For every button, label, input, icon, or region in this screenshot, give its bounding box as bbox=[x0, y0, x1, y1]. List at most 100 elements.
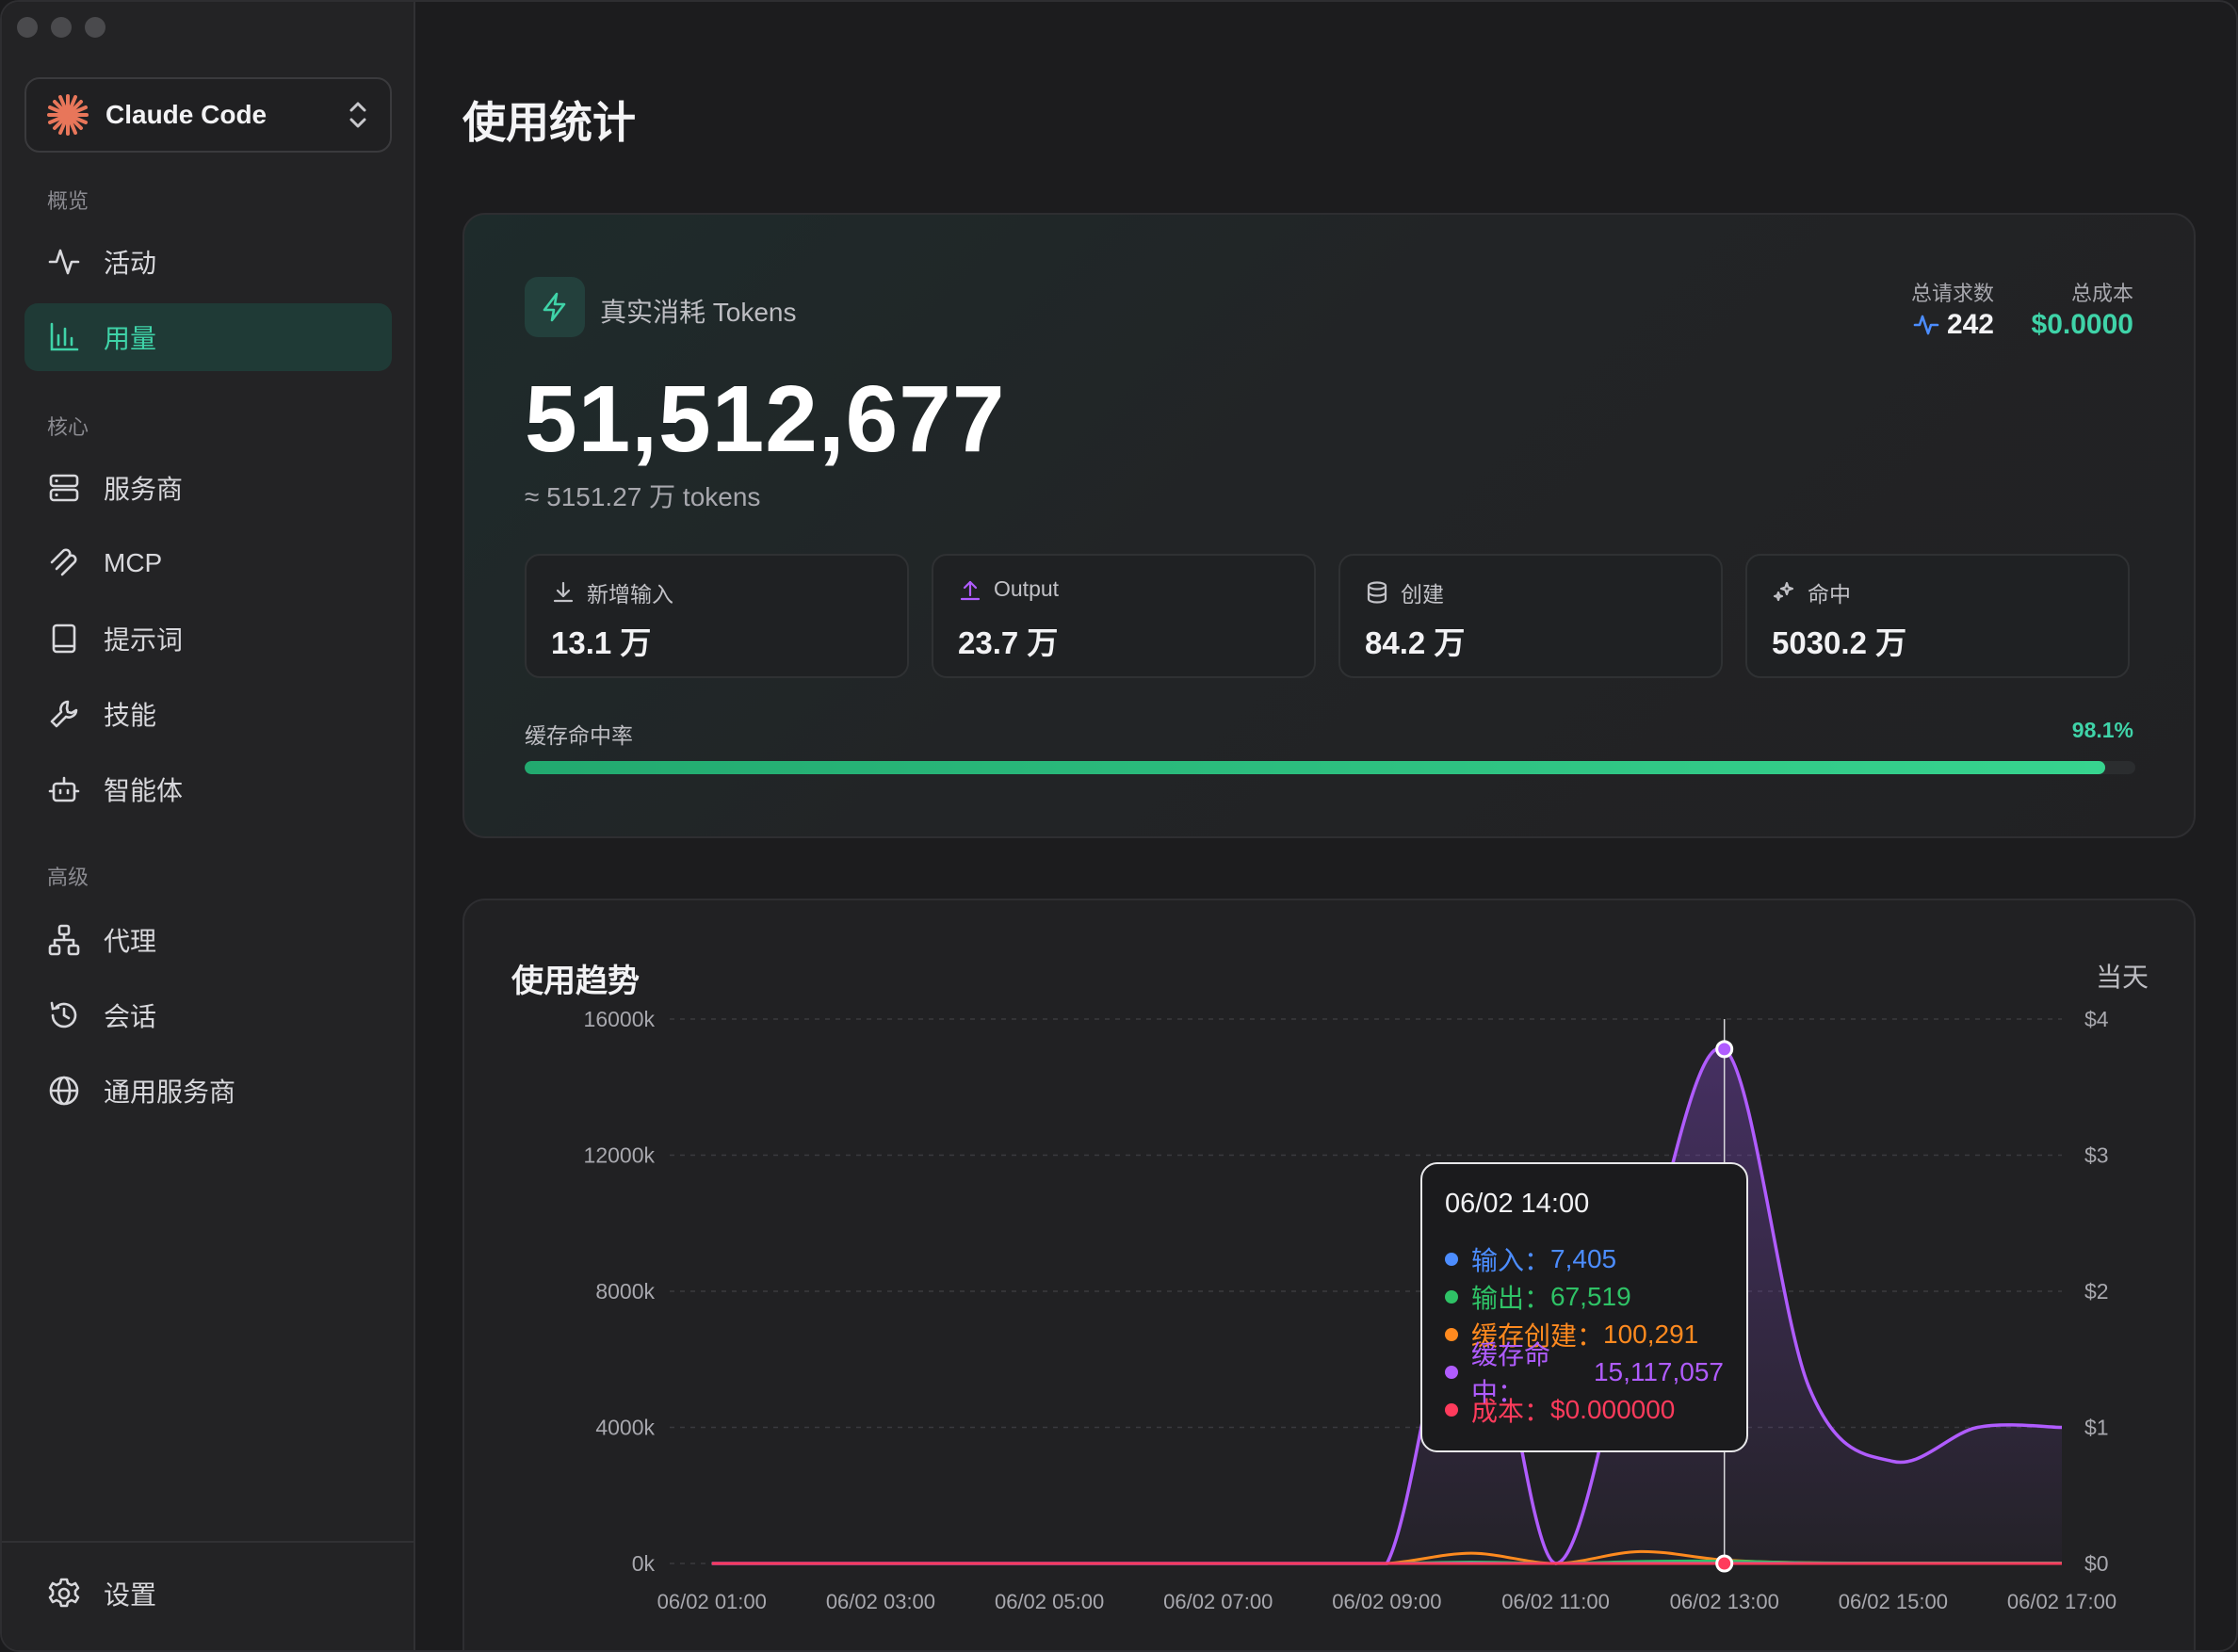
sidebar-item-label: 设置 bbox=[104, 1580, 157, 1610]
metric-label: 创建 bbox=[1401, 582, 1444, 607]
group-label-core: 核心 bbox=[47, 415, 89, 439]
metric-label: Output bbox=[994, 576, 1060, 601]
sidebar-item-prompts[interactable]: 提示词 bbox=[24, 605, 392, 672]
x-tick-label: 06/02 13:00 bbox=[1670, 1590, 1779, 1613]
sidebar-item-providers[interactable]: 服务商 bbox=[24, 454, 392, 522]
hit-rate-value: 98.1% bbox=[2071, 718, 2133, 742]
group-label-overview: 概览 bbox=[47, 189, 89, 213]
x-tick-label: 06/02 09:00 bbox=[1332, 1590, 1441, 1613]
trend-title: 使用趋势 bbox=[511, 964, 640, 999]
metric-value: 13.1 万 bbox=[551, 625, 652, 660]
claude-logo-icon bbox=[47, 94, 89, 136]
metric-label: 命中 bbox=[1808, 582, 1851, 607]
cost-label: 总成本 bbox=[2070, 282, 2133, 305]
token-label: 真实消耗 Tokens bbox=[600, 298, 797, 327]
token-badge bbox=[525, 277, 585, 337]
globe-icon bbox=[49, 1076, 79, 1106]
server-icon bbox=[49, 474, 79, 502]
activity-icon bbox=[48, 249, 80, 275]
sidebar-item-label: 会话 bbox=[104, 1002, 157, 1031]
approx-tokens: ≈ 5151.27 万 tokens bbox=[525, 482, 761, 511]
sidebar-item-settings[interactable]: 设置 bbox=[24, 1560, 392, 1628]
x-tick-label: 06/02 17:00 bbox=[2007, 1590, 2116, 1613]
sidebar-item-sessions[interactable]: 会话 bbox=[24, 981, 392, 1049]
hit-rate-bar-fill bbox=[525, 761, 2105, 774]
requests-value-group: 242 bbox=[1913, 309, 1994, 341]
sidebar-item-label: 技能 bbox=[104, 701, 157, 730]
sidebar-footer: 设置 bbox=[2, 1541, 414, 1650]
minimize-window-button[interactable] bbox=[51, 17, 72, 38]
y-tick-label: 0k bbox=[632, 1551, 656, 1576]
metric-output: Output 23.7 万 bbox=[932, 554, 1316, 678]
tooltip-row-value: 67,519 bbox=[1550, 1282, 1631, 1311]
hover-point bbox=[1715, 1040, 1734, 1059]
tooltip-row: 成本： $0.000000 bbox=[1445, 1391, 1724, 1429]
upload-icon bbox=[960, 580, 981, 600]
tooltip-title: 06/02 14:00 bbox=[1445, 1189, 1590, 1219]
y2-tick-label: $3 bbox=[2084, 1143, 2109, 1168]
tooltip-row-label: 缓存创建： bbox=[1471, 1321, 1604, 1351]
y-tick-label: 4000k bbox=[595, 1416, 655, 1440]
sidebar-item-label: 服务商 bbox=[104, 475, 184, 504]
sidebar-item-proxy[interactable]: 代理 bbox=[24, 906, 392, 974]
hit-rate-bar bbox=[525, 761, 2135, 774]
hit-rate-label: 缓存命中率 bbox=[525, 723, 633, 748]
lightning-icon bbox=[543, 292, 566, 322]
sidebar-item-skills[interactable]: 技能 bbox=[24, 680, 392, 748]
sidebar-item-agents[interactable]: 智能体 bbox=[24, 755, 392, 823]
chevron-up-down-icon bbox=[349, 102, 366, 128]
sidebar-item-label: 通用服务商 bbox=[104, 1077, 236, 1107]
y2-tick-label: $4 bbox=[2084, 1007, 2109, 1031]
sidebar-item-mcp[interactable]: MCP bbox=[24, 529, 392, 597]
tooltip-row: 输入： 7,405 bbox=[1445, 1240, 1724, 1278]
window-controls bbox=[17, 17, 105, 38]
sidebar: Claude Code 概览 活动 用量 核心 服务商 MCP 提示词 bbox=[2, 2, 415, 1650]
legend-dot bbox=[1445, 1403, 1458, 1417]
y2-tick-label: $0 bbox=[2084, 1551, 2109, 1576]
sidebar-item-usage[interactable]: 用量 bbox=[24, 303, 392, 371]
metric-value: 23.7 万 bbox=[958, 625, 1059, 660]
metric-value: 5030.2 万 bbox=[1772, 625, 1907, 660]
main-content: 使用统计 真实消耗 Tokens 51,512,677 ≈ 5151.27 万 … bbox=[417, 2, 2236, 1652]
usage-trend-chart[interactable]: 0k $0 4000k $1 8000k $2 12000k $3 16000k $4 06/02 … bbox=[464, 1004, 2194, 1652]
sidebar-item-label: 活动 bbox=[104, 249, 157, 278]
sidebar-item-general-providers[interactable]: 通用服务商 bbox=[24, 1057, 392, 1125]
trend-card: 使用趋势 当天 0k $0 4000k $1 8000k $2 12000k $3 16000k… bbox=[462, 899, 2196, 1652]
network-icon bbox=[48, 924, 80, 956]
requests-value: 242 bbox=[1946, 309, 1994, 340]
legend-dot bbox=[1445, 1253, 1458, 1266]
range-selector[interactable]: 当天 bbox=[2095, 963, 2149, 992]
bot-icon bbox=[48, 776, 80, 802]
x-tick-label: 06/02 15:00 bbox=[1839, 1590, 1948, 1613]
tooltip-row: 输出： 67,519 bbox=[1445, 1278, 1724, 1316]
group-label-advanced: 高级 bbox=[47, 866, 89, 889]
activity-icon bbox=[1913, 315, 1939, 335]
sidebar-item-activity[interactable]: 活动 bbox=[24, 228, 392, 296]
summary-card: 真实消耗 Tokens 51,512,677 ≈ 5151.27 万 token… bbox=[462, 213, 2196, 838]
app-switcher[interactable]: Claude Code bbox=[24, 77, 392, 153]
tooltip-row-value: $0.000000 bbox=[1550, 1395, 1676, 1424]
cost-value: $0.0000 bbox=[2031, 309, 2133, 340]
metric-hit: 命中 5030.2 万 bbox=[1745, 554, 2130, 678]
sidebar-item-label: 代理 bbox=[104, 927, 157, 956]
metric-value: 84.2 万 bbox=[1365, 625, 1466, 660]
tooltip-row-value: 7,405 bbox=[1550, 1244, 1617, 1273]
x-tick-label: 06/02 05:00 bbox=[995, 1590, 1104, 1613]
tooltip-row-label: 成本： bbox=[1471, 1397, 1551, 1426]
app-name: Claude Code bbox=[105, 100, 268, 129]
close-window-button[interactable] bbox=[17, 17, 38, 38]
wrench-icon bbox=[50, 700, 78, 728]
legend-dot bbox=[1445, 1366, 1458, 1379]
sidebar-item-label: 提示词 bbox=[104, 625, 184, 655]
requests-label: 总请求数 bbox=[1910, 282, 1994, 305]
zoom-window-button[interactable] bbox=[85, 17, 105, 38]
y2-tick-label: $1 bbox=[2084, 1416, 2109, 1440]
tooltip-row-value: 15,117,057 bbox=[1593, 1357, 1724, 1386]
x-tick-label: 06/02 11:00 bbox=[1501, 1590, 1610, 1613]
series-area bbox=[711, 1047, 2062, 1563]
download-icon bbox=[553, 581, 574, 603]
metric-label: 新增输入 bbox=[587, 582, 673, 607]
mcp-icon bbox=[50, 548, 77, 576]
sidebar-item-label: 用量 bbox=[104, 324, 157, 353]
